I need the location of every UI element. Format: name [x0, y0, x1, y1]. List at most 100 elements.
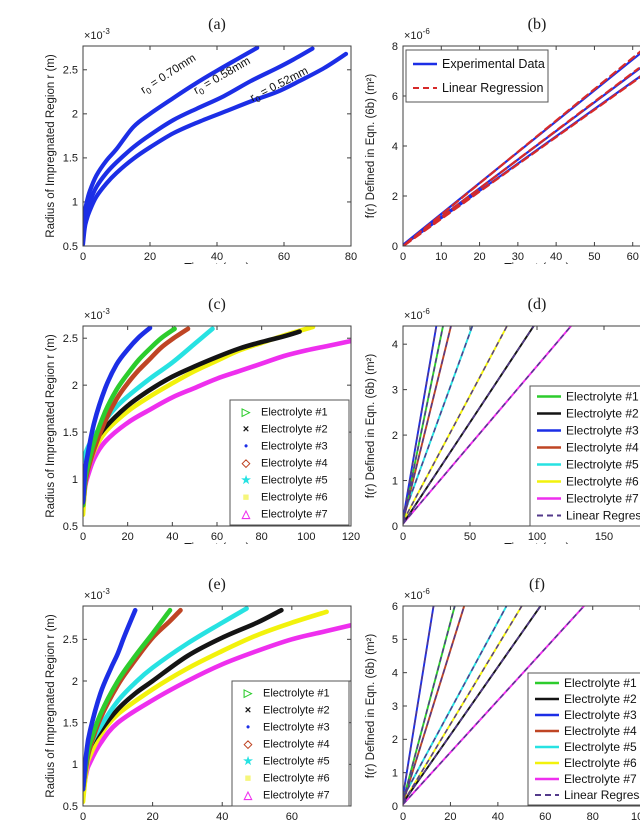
panel-title: (a) [208, 16, 226, 33]
y-tick-label: 0.5 [63, 801, 78, 813]
y-tick-label: 1 [72, 759, 78, 771]
x-tick-label: 30 [512, 251, 524, 263]
legend-marker-icon: ■ [245, 772, 252, 784]
y-tick-label: 2 [72, 676, 78, 688]
legend-label: Electrolyte #2 [261, 423, 328, 435]
regression-line [402, 605, 508, 799]
legend-marker-icon: ■ [243, 491, 250, 503]
plot-area: 0 20 40 60 0.5 1 1.5 2 2.5 ×10-3 ▷ Electrolyte #1 × E… [63, 587, 352, 822]
x-tick-label: 20 [122, 531, 134, 543]
x-tick-label: 60 [211, 531, 223, 543]
axis-multiplier: ×10-3 [84, 27, 110, 42]
x-axis-label: Time t (sec) [83, 821, 351, 822]
y-tick-label: 2.5 [63, 634, 78, 646]
axis-multiplier: ×10-6 [404, 307, 430, 322]
legend-label: Electrolyte #7 [263, 789, 330, 801]
x-tick-label: 0 [400, 531, 406, 543]
x-tick-label: 120 [342, 531, 360, 543]
legend-marker-icon: ★ [243, 755, 253, 767]
x-tick-label: 40 [216, 811, 228, 822]
x-tick-label: 80 [345, 251, 357, 263]
y-tick-label: 1.5 [63, 717, 78, 729]
legend-label: Electrolyte #4 [263, 738, 330, 750]
y-tick-label: 3 [392, 384, 398, 396]
regression-line [402, 325, 474, 518]
legend-label: Linear Regression [566, 508, 640, 522]
y-tick-label: 2.5 [63, 65, 78, 77]
y-tick-label: 6 [392, 91, 398, 103]
y-tick-label: 2 [392, 734, 398, 746]
regression-line [402, 325, 573, 525]
axes-box [82, 605, 352, 807]
y-tick-label: 2 [72, 380, 78, 392]
legend-label: Electrolyte #7 [261, 508, 328, 520]
series-r0-0.70mm [82, 45, 260, 231]
series-electrolyte-#3 [82, 325, 153, 505]
axes-box [402, 605, 640, 807]
y-tick-label: 2.5 [63, 333, 78, 345]
panel-title: (c) [208, 296, 226, 313]
series-electrolyte-#3 [82, 607, 138, 792]
legend-label: Electrolyte #6 [564, 756, 637, 770]
x-tick-label: 80 [256, 531, 268, 543]
y-tick-label: 1 [72, 197, 78, 209]
y-tick-label: 1.5 [63, 427, 78, 439]
x-tick-label: 0 [400, 811, 406, 822]
panel-title: (f) [529, 576, 545, 593]
x-axis-label: Time t (sec) [403, 541, 640, 544]
legend-label: Electrolyte #5 [263, 755, 330, 767]
panel-title: (b) [527, 16, 547, 33]
legend-label: Electrolyte #4 [261, 457, 328, 469]
axes-box [402, 45, 640, 247]
x-tick-label: 60 [278, 251, 290, 263]
legend-label: Electrolyte #7 [566, 491, 639, 505]
axis-multiplier: ×10-6 [404, 587, 430, 602]
legend-label: Electrolyte #5 [566, 457, 639, 471]
regression-line [402, 605, 456, 802]
legend-label: Electrolyte #5 [564, 740, 637, 754]
legend-label: Electrolyte #4 [564, 724, 637, 738]
legend-label: Electrolyte #3 [564, 708, 637, 722]
x-axis-label: Time t (sec) [83, 261, 351, 264]
axes-box [82, 325, 352, 527]
x-tick-label: 0 [80, 531, 86, 543]
legend-marker-icon: ▷ [241, 406, 251, 418]
x-tick-label: 0 [80, 251, 86, 263]
panel-e: (e) Radius of Impregnated Region r (m) T… [40, 576, 360, 822]
series-r0-0.58mm [82, 46, 315, 242]
legend-marker-icon: × [245, 704, 251, 716]
regression-line [402, 325, 444, 522]
y-tick-label: 1.5 [63, 153, 78, 165]
x-tick-label: 0 [80, 811, 86, 822]
legend-box [529, 385, 640, 527]
axes-box [82, 45, 352, 247]
x-tick-label: 20 [444, 811, 456, 822]
legend-label: Electrolyte #2 [564, 692, 637, 706]
y-tick-label: 6 [392, 601, 398, 613]
legend-marker-icon: ▷ [243, 687, 253, 699]
y-tick-label: 8 [392, 41, 398, 53]
y-tick-label: 1 [392, 475, 398, 487]
legend-label: Electrolyte #5 [261, 474, 328, 486]
legend-box [527, 672, 640, 806]
legend-label: Electrolyte #1 [566, 389, 639, 403]
regression-line [402, 605, 523, 804]
legend-marker-icon: • [244, 440, 248, 452]
legend-label: Electrolyte #7 [564, 772, 637, 786]
regression-line [402, 325, 438, 520]
x-axis-label: Time t (sec) [83, 541, 351, 544]
x-tick-label: 20 [146, 811, 158, 822]
panel-c: (c) Radius of Impregnated Region r (m) T… [40, 296, 360, 544]
y-tick-label: 2 [72, 109, 78, 121]
legend-label: Electrolyte #6 [261, 491, 328, 503]
x-tick-label: 80 [587, 811, 599, 822]
x-tick-label: 40 [166, 531, 178, 543]
legend-label: Linear Regression [564, 788, 640, 802]
legend-box [405, 49, 549, 103]
y-tick-label: 4 [392, 667, 398, 679]
y-tick-label: 4 [392, 339, 398, 351]
x-tick-label: 50 [588, 251, 600, 263]
legend-marker-icon: ◇ [243, 738, 253, 750]
